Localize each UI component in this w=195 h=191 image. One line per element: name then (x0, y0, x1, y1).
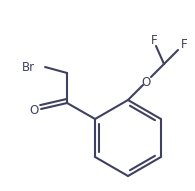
Text: F: F (151, 33, 157, 46)
Text: Br: Br (22, 61, 35, 74)
Text: F: F (181, 37, 187, 50)
Text: O: O (141, 75, 151, 88)
Text: O: O (29, 104, 39, 117)
